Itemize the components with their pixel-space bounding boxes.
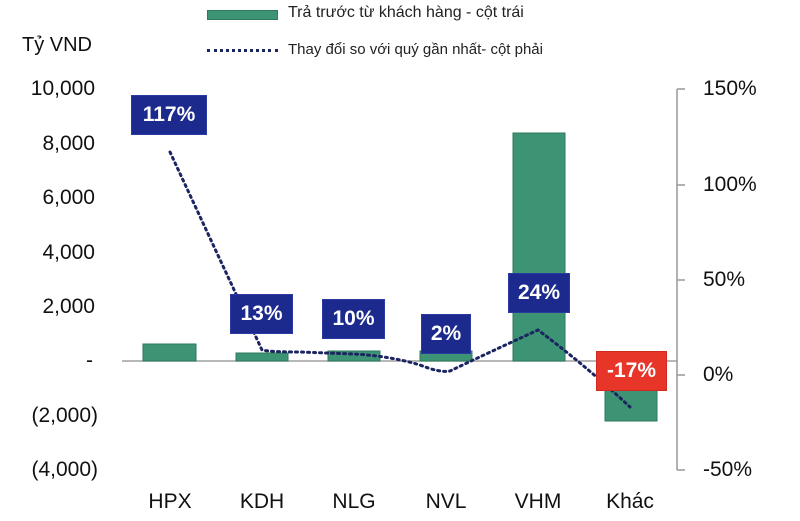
data-label-kdh: 13% [230, 294, 293, 334]
category-label: NVL [425, 490, 467, 513]
right-tick: -50% [703, 458, 753, 481]
data-label-nlg: 10% [322, 299, 385, 339]
bar-hpx [142, 343, 197, 362]
right-tick: 150% [703, 77, 757, 100]
change-line [168, 150, 632, 409]
category-label: HPX [148, 490, 192, 513]
data-label-khac: -17% [596, 351, 667, 391]
left-tick: (2,000) [31, 404, 98, 427]
category-label: Khác [606, 490, 654, 513]
left-tick: 6,000 [42, 186, 95, 209]
bar-vhm [512, 132, 566, 362]
left-tick: 4,000 [42, 241, 95, 264]
right-tick: 0% [703, 363, 734, 386]
bar-nlg [327, 350, 381, 362]
legend-line-swatch [207, 49, 278, 52]
right-axis-line [676, 88, 685, 471]
left-axis-unit: Tỷ VND [22, 34, 92, 56]
right-tick: 50% [703, 268, 746, 291]
left-tick: 2,000 [42, 295, 95, 318]
legend-bar-swatch [207, 10, 278, 20]
category-label: NLG [332, 490, 376, 513]
bar-kdh [235, 352, 289, 362]
legend-line-label: Thay đổi so với quý gần nhất- cột phải [288, 41, 543, 58]
category-label: VHM [514, 490, 562, 513]
right-tick: 100% [703, 173, 757, 196]
data-label-vhm: 24% [508, 273, 570, 313]
bars [142, 132, 658, 422]
category-label: KDH [239, 490, 285, 513]
left-tick: - [86, 349, 93, 372]
left-tick: 8,000 [42, 132, 95, 155]
data-label-hpx: 117% [131, 95, 207, 135]
left-tick: (4,000) [31, 458, 98, 481]
data-label-nvl: 2% [421, 314, 471, 354]
legend-bar-label: Trả trước từ khách hàng - cột trái [288, 4, 524, 21]
legend: Trả trước từ khách hàng - cột trái Thay … [0, 0, 800, 65]
left-tick: 10,000 [30, 77, 95, 100]
